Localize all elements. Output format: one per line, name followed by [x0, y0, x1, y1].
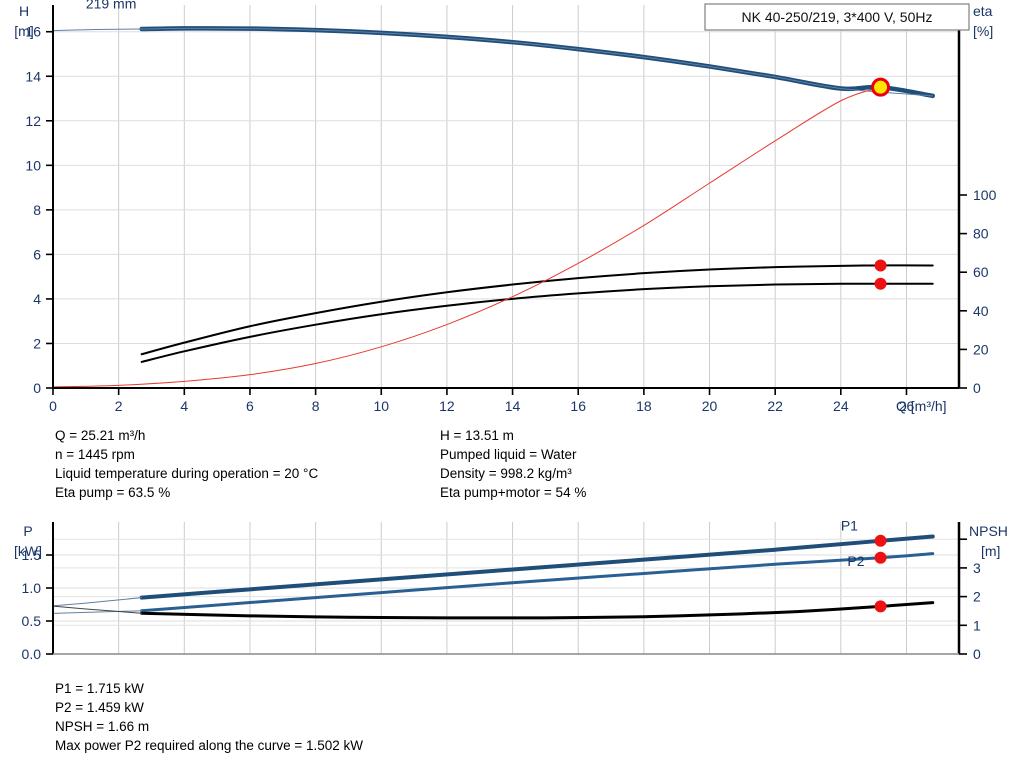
y-tick-label: 2: [33, 335, 41, 351]
y2-tick-label: 60: [973, 264, 989, 280]
info-line: n = 1445 rpm: [55, 447, 135, 462]
x-tick-label: 18: [636, 398, 652, 414]
curve-head_thin: [52, 27, 934, 97]
y-tick-label: 16: [25, 24, 41, 40]
curve-npsh2: [140, 601, 935, 620]
power-info: P1 = 1.715 kW P2 = 1.459 kW NPSH = 1.66 …: [55, 681, 363, 757]
x-tick-label: 14: [505, 398, 521, 414]
y2-tick-label: 3: [973, 560, 981, 576]
curve-eta_total: [140, 282, 934, 363]
info-line: Liquid temperature during operation = 20…: [55, 466, 319, 481]
curve-head: [139, 26, 935, 99]
x-tick-label: 6: [246, 398, 254, 414]
chart-title-box: NK 40-250/219, 3*400 V, 50Hz: [704, 3, 970, 31]
x-tick-label: 26: [899, 398, 915, 414]
curve-p1: [139, 534, 935, 600]
info-line: P1 = 1.715 kW: [55, 681, 144, 696]
info-line: Eta pump = 63.5 %: [55, 485, 171, 500]
y-tick-label: 14: [25, 68, 41, 84]
y2-tick-label: 100: [973, 187, 997, 203]
operating-info-right: H = 13.51 m Pumped liquid = Water Densit…: [440, 428, 586, 504]
p1-curve-label: P1: [841, 518, 858, 534]
x-tick-label: 2: [115, 398, 123, 414]
info-line: P2 = 1.459 kW: [55, 700, 144, 715]
y2-tick-label: 20: [973, 341, 989, 357]
y2-axis-title-unit: [%]: [973, 23, 993, 39]
y-tick-label: 6: [33, 246, 41, 262]
curve-p1_thin: [52, 597, 143, 607]
x-tick-label: 20: [702, 398, 718, 414]
duty-point-npsh: [874, 600, 887, 613]
x-tick-label: 0: [49, 398, 57, 414]
y-tick-label: 0: [33, 380, 41, 396]
info-line: Eta pump+motor = 54 %: [440, 485, 587, 500]
duty-point-eta-total: [874, 277, 887, 290]
info-line: Pumped liquid = Water: [440, 447, 577, 462]
operating-info-left: Q = 25.21 m³/h n = 1445 rpm Liquid tempe…: [55, 428, 318, 504]
x-tick-label: 24: [833, 398, 849, 414]
x-tick-label: 10: [373, 398, 389, 414]
x-tick-label: 22: [767, 398, 783, 414]
info-line: Max power P2 required along the curve = …: [55, 738, 364, 753]
duty-point-eta-pump: [874, 259, 887, 272]
x-tick-label: 4: [180, 398, 188, 414]
y-axis-title: H: [19, 3, 29, 19]
p2-curve-label: P2: [847, 553, 864, 569]
curve-p2: [140, 552, 935, 613]
curves: [52, 26, 935, 388]
x-tick-label: 16: [570, 398, 586, 414]
curve-npsh2_thin: [52, 605, 143, 614]
y-tick-label: 0.0: [22, 646, 42, 662]
y-tick-label: 0.5: [22, 613, 42, 629]
grid: [53, 5, 959, 388]
y2-tick-label: 0: [973, 380, 981, 396]
y-tick-label: 1.0: [22, 580, 42, 596]
duty-point-p1: [874, 534, 887, 547]
y-tick-label: 10: [25, 157, 41, 173]
y-axis-title-unit: [m]: [14, 23, 33, 39]
y2-tick-label: 80: [973, 226, 989, 242]
head-efficiency-chart: 0 2 4 6 8 10 12 14 16 18 20 22 24 2602468101214160204…: [14, 0, 997, 414]
y-tick-label: 8: [33, 202, 41, 218]
y-tick-label: 12: [25, 113, 41, 129]
y-tick-label: 1.5: [22, 547, 42, 563]
y-axis-title-unit: [kW]: [14, 543, 42, 559]
y2-axis-title: NPSH: [969, 523, 1008, 539]
curve-eta_pump: [140, 264, 934, 356]
duty-point-p2: [874, 551, 887, 564]
y2-tick-label: 40: [973, 303, 989, 319]
impeller-diameter-label: 219 mm: [86, 0, 137, 11]
duty-point-markers: [874, 534, 887, 613]
y2-axis-title: eta: [973, 3, 993, 19]
duty-point-markers: [871, 77, 891, 290]
chart-title-label: NK 40-250/219, 3*400 V, 50Hz: [742, 9, 933, 25]
y-axis-title: P: [23, 523, 32, 539]
x-tick-label: 8: [312, 398, 320, 414]
curves: [52, 534, 935, 620]
power-npsh-chart: 0.0 0.5 1.0 1.5 0 1 2 3 P [kW] NPSH [m] P1 P2: [14, 518, 1008, 662]
x-tick-label: 12: [439, 398, 455, 414]
info-line: H = 13.51 m: [440, 428, 514, 443]
axes: 0.0 0.5 1.0 1.5 0 1 2 3: [22, 522, 981, 662]
curve-npsh: [52, 86, 882, 388]
grid: [53, 522, 959, 654]
y2-tick-label: 2: [973, 589, 981, 605]
duty-point-head: [871, 77, 891, 97]
y-tick-label: 4: [33, 291, 41, 307]
title-box-frame: [704, 3, 970, 31]
curve-p2_thin: [52, 610, 143, 614]
axes: 0 2 4 6 8 10 12 14 16 18 20 22 24 2602468101214160204…: [25, 5, 997, 414]
y2-tick-label: 1: [973, 617, 981, 633]
info-line: Q = 25.21 m³/h: [55, 428, 146, 443]
info-line: Density = 998.2 kg/m³: [440, 466, 572, 481]
y2-tick-label: 0: [973, 646, 981, 662]
x-axis-title: Q [m³/h]: [896, 398, 947, 414]
info-line: NPSH = 1.66 m: [55, 719, 150, 734]
y2-axis-title-unit: [m]: [981, 543, 1000, 559]
